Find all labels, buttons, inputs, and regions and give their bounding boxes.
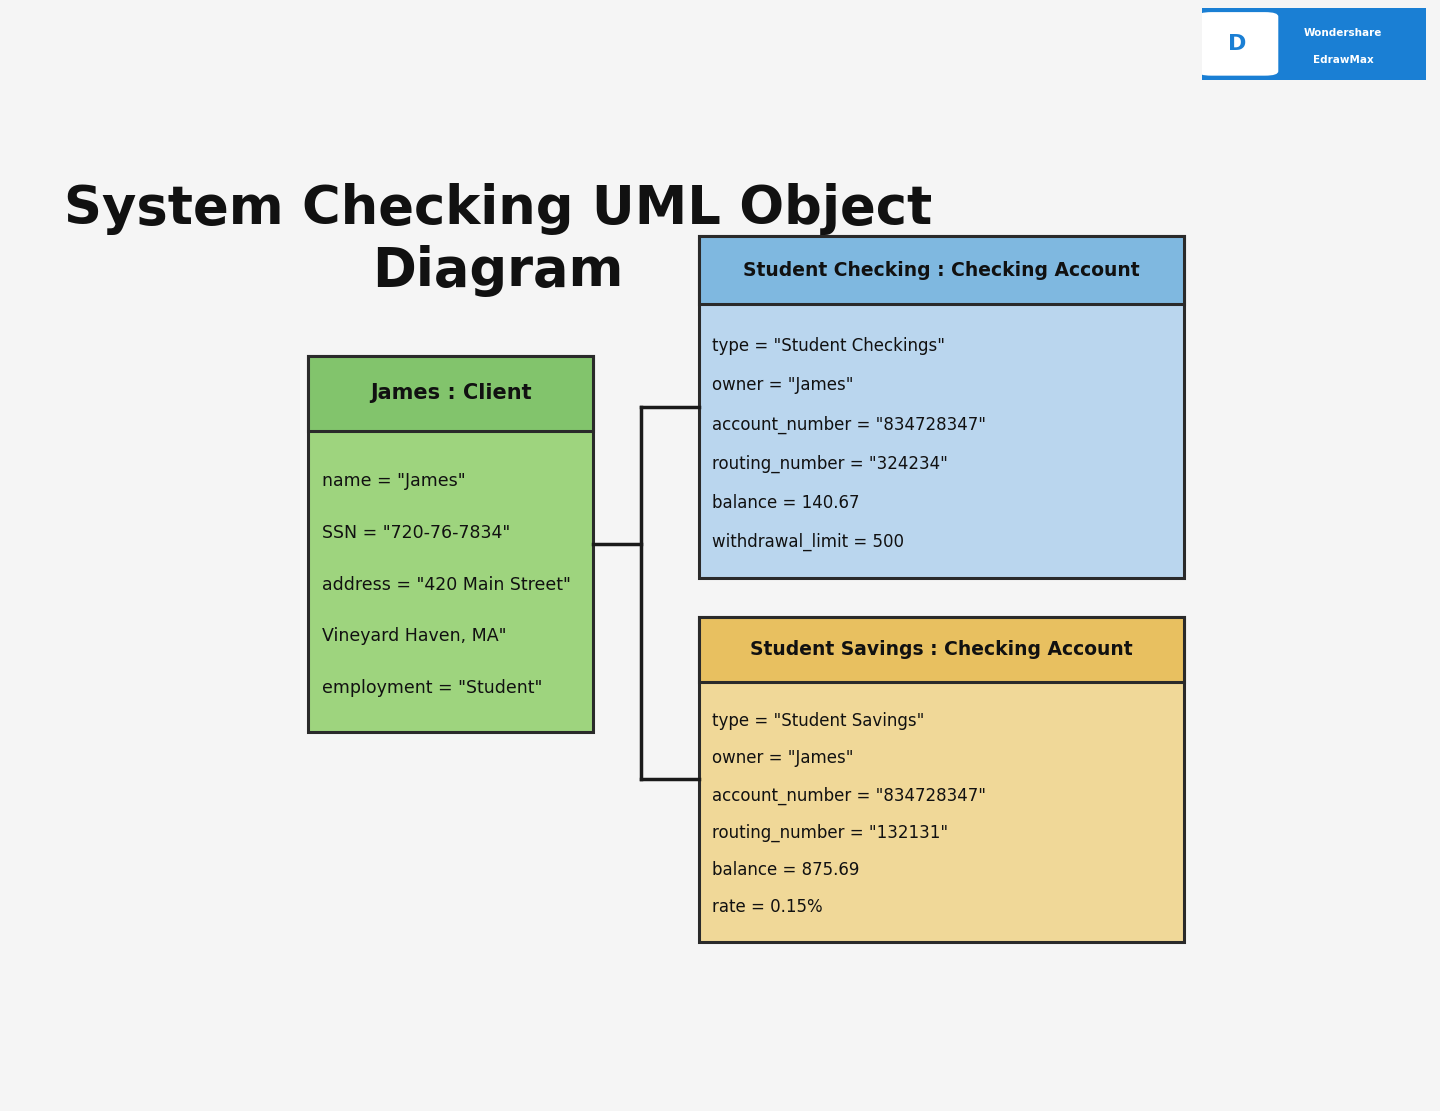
- Text: name = "James": name = "James": [321, 472, 465, 490]
- Text: address = "420 Main Street": address = "420 Main Street": [321, 575, 570, 593]
- Text: EdrawMax: EdrawMax: [1313, 54, 1374, 64]
- Text: rate = 0.15%: rate = 0.15%: [713, 899, 822, 917]
- Text: balance = 140.67: balance = 140.67: [713, 494, 860, 512]
- Text: account_number = "834728347": account_number = "834728347": [713, 787, 986, 804]
- Text: Wondershare: Wondershare: [1303, 28, 1382, 38]
- Text: account_number = "834728347": account_number = "834728347": [713, 416, 986, 433]
- FancyBboxPatch shape: [698, 236, 1185, 578]
- Text: type = "Student Savings": type = "Student Savings": [713, 712, 924, 730]
- Text: owner = "James": owner = "James": [713, 377, 854, 394]
- Text: System Checking UML Object
Diagram: System Checking UML Object Diagram: [63, 183, 932, 298]
- FancyBboxPatch shape: [1194, 4, 1434, 83]
- Text: Student Checking : Checking Account: Student Checking : Checking Account: [743, 261, 1140, 280]
- Text: owner = "James": owner = "James": [713, 750, 854, 768]
- FancyBboxPatch shape: [1198, 12, 1279, 76]
- Text: type = "Student Checkings": type = "Student Checkings": [713, 337, 945, 354]
- FancyBboxPatch shape: [698, 236, 1185, 304]
- Text: Student Savings : Checking Account: Student Savings : Checking Account: [750, 640, 1133, 659]
- FancyBboxPatch shape: [308, 356, 593, 732]
- Text: Vineyard Haven, MA": Vineyard Haven, MA": [321, 628, 507, 645]
- Text: employment = "Student": employment = "Student": [321, 679, 541, 698]
- Text: routing_number = "132131": routing_number = "132131": [713, 824, 949, 842]
- FancyBboxPatch shape: [698, 617, 1185, 942]
- Text: D: D: [1228, 33, 1246, 54]
- Text: balance = 875.69: balance = 875.69: [713, 861, 860, 879]
- Text: James : Client: James : Client: [370, 383, 531, 403]
- FancyBboxPatch shape: [698, 617, 1185, 682]
- Text: SSN = "720-76-7834": SSN = "720-76-7834": [321, 523, 510, 542]
- Text: routing_number = "324234": routing_number = "324234": [713, 454, 948, 473]
- FancyBboxPatch shape: [308, 356, 593, 431]
- Text: withdrawal_limit = 500: withdrawal_limit = 500: [713, 533, 904, 551]
